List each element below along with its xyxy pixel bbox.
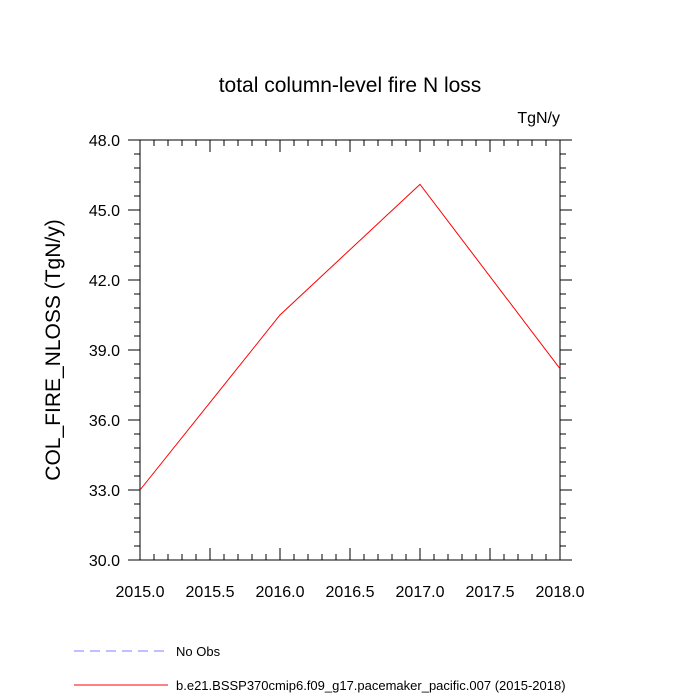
x-tick-label: 2015.5 <box>186 584 235 601</box>
legend-label-no-obs: No Obs <box>176 644 221 659</box>
x-tick-label: 2018.0 <box>536 584 585 601</box>
plot-frame <box>139 139 561 561</box>
x-tick-label: 2016.0 <box>256 584 305 601</box>
y-tick-label: 33.0 <box>89 483 120 500</box>
y-axis-label: COL_FIRE_NLOSS (TgN/y) <box>42 219 65 480</box>
y-tick-label: 36.0 <box>89 413 120 430</box>
legend-label-model-run: b.e21.BSSP370cmip6.f09_g17.pacemaker_pac… <box>176 678 566 693</box>
y-tick-label: 30.0 <box>89 553 120 570</box>
x-tick-label: 2015.0 <box>116 584 165 601</box>
x-tick-label: 2017.0 <box>396 584 445 601</box>
chart-title: total column-level fire N loss <box>219 74 482 97</box>
y-tick-label: 42.0 <box>89 273 120 290</box>
x-tick-label: 2016.5 <box>326 584 375 601</box>
y-tick-label: 48.0 <box>89 133 120 150</box>
series-line <box>139 183 561 491</box>
units-label: TgN/y <box>517 110 560 127</box>
y-tick-label: 45.0 <box>89 203 120 220</box>
series-layer <box>139 183 561 491</box>
legend: No Obs b.e21.BSSP370cmip6.f09_g17.pacema… <box>74 644 566 693</box>
y-axis-ticks: 30.0 33.0 36.0 39.0 42.0 45.0 48.0 <box>89 133 572 570</box>
y-tick-label: 39.0 <box>89 343 120 360</box>
x-tick-label: 2017.5 <box>466 584 515 601</box>
x-axis-ticks: 2015.0 2015.5 2016.0 2016.5 2017.0 2017.5 2018… <box>116 140 585 601</box>
